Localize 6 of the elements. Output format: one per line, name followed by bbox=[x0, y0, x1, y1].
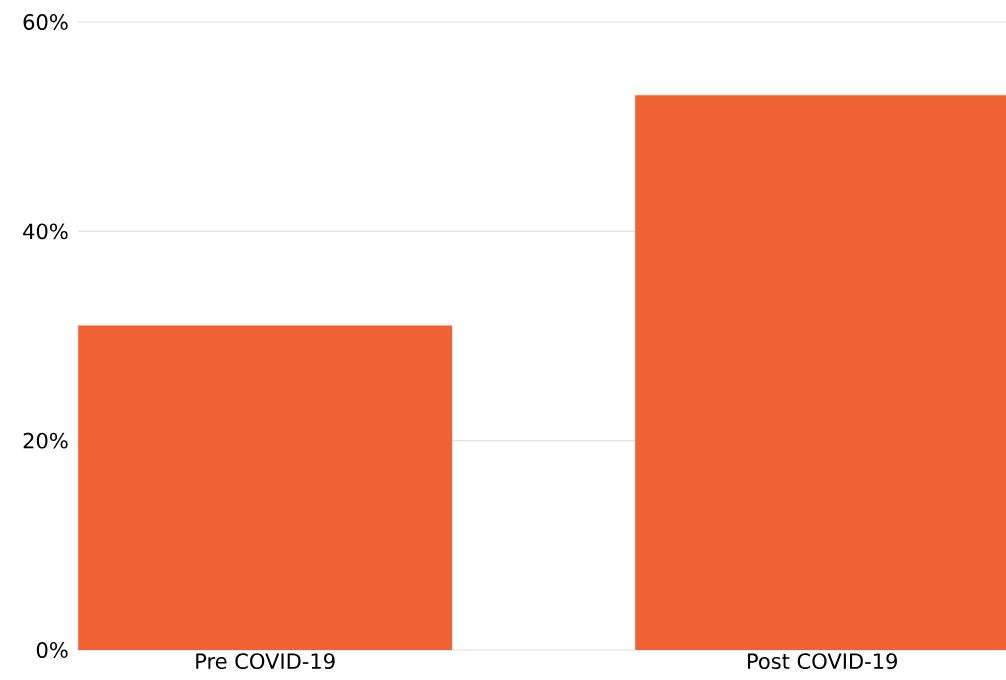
y-tick-label: 60% bbox=[23, 14, 68, 30]
x-tick-label: Pre COVID-19 bbox=[196, 653, 335, 670]
x-tick-label: Post COVID-19 bbox=[748, 653, 897, 670]
y-tick-label: 0% bbox=[36, 642, 68, 658]
y-tick-label: 40% bbox=[23, 223, 68, 240]
y-tick-label: 20% bbox=[23, 432, 68, 449]
